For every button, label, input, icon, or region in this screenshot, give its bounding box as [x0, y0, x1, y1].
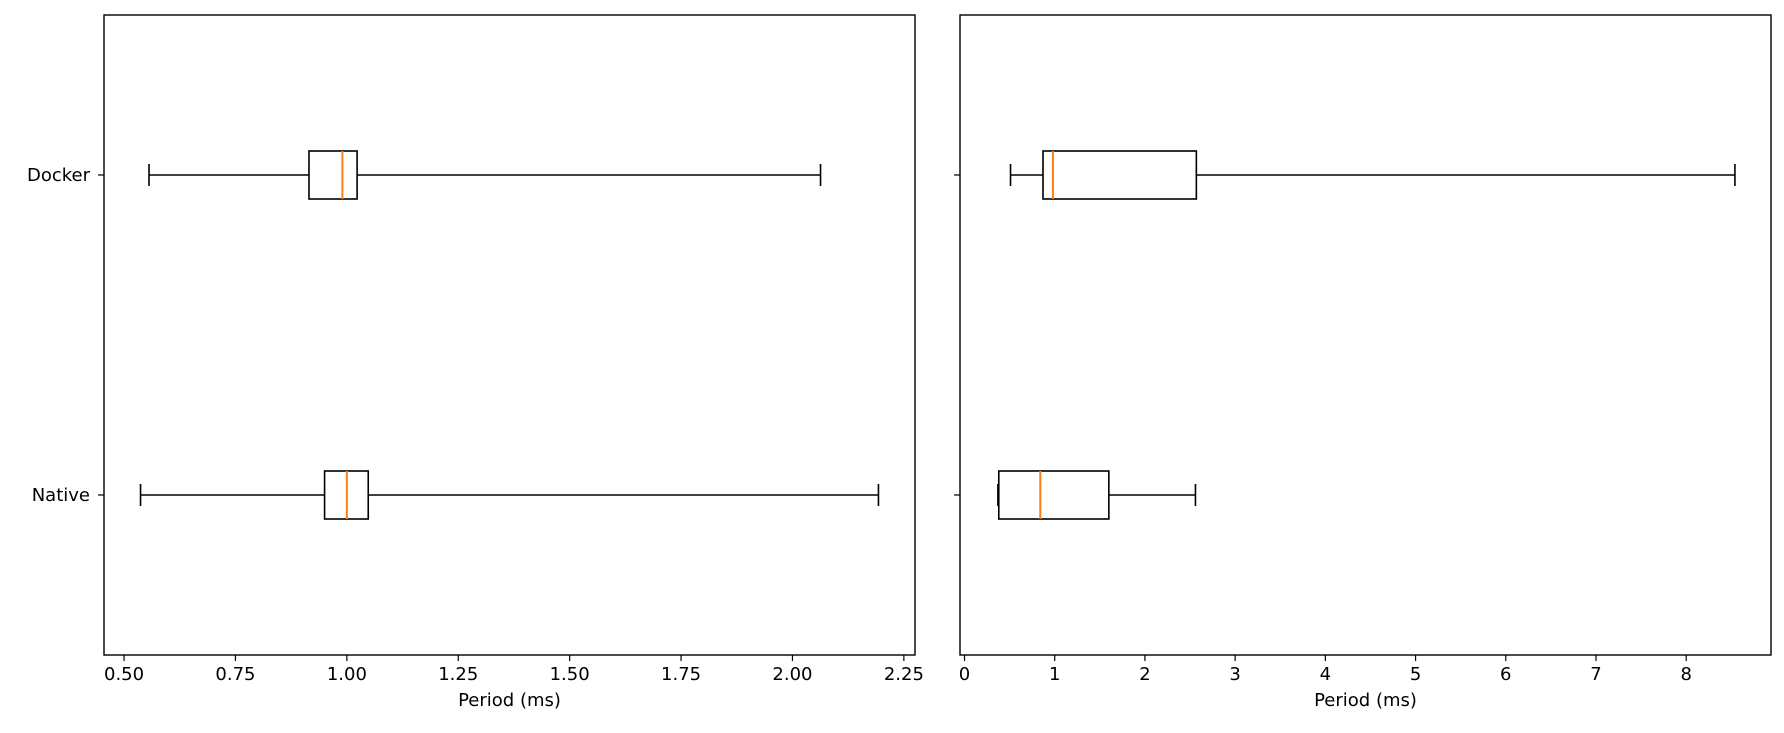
x-tick-label: 1.50: [550, 664, 590, 685]
y-tick-label: Docker: [27, 165, 91, 186]
y-tick-label: Native: [32, 485, 90, 506]
x-tick-label: 1.00: [327, 664, 367, 685]
x-tick-label: 3: [1229, 664, 1240, 685]
x-tick-label: 2.00: [772, 664, 812, 685]
x-tick-label: 0.75: [215, 664, 255, 685]
boxplot-native: [139, 470, 880, 520]
iqr-box: [308, 150, 358, 200]
axes-frame: [959, 14, 1772, 656]
x-axis-label: Period (ms): [1314, 690, 1417, 711]
x-tick-label: 0.50: [104, 664, 144, 685]
iqr-box: [1042, 150, 1198, 200]
boxplot-native: [997, 470, 1197, 520]
x-tick-label: 1: [1049, 664, 1060, 685]
x-tick-label: 5: [1410, 664, 1421, 685]
boxplot-docker: [148, 150, 822, 200]
x-tick-label: 0: [959, 664, 970, 685]
x-tick-label: 8: [1680, 664, 1691, 685]
x-tick-label: 1.25: [438, 664, 478, 685]
x-axis-label: Period (ms): [458, 690, 561, 711]
x-tick-label: 2: [1139, 664, 1150, 685]
left-boxplot-panel: 0.50 0.75 1.00 1.25 1.50 1.75 2.00 2.25 Period (…: [27, 14, 924, 711]
iqr-box: [997, 470, 1110, 520]
right-boxplot-panel: 0 1 2 3 4 5 6 7 8 Period (ms): [954, 14, 1772, 711]
boxplot-docker: [1009, 150, 1736, 200]
x-tick-label: 1.75: [661, 664, 701, 685]
x-tick-label: 4: [1320, 664, 1331, 685]
axes-frame: [103, 14, 916, 656]
x-tick-label: 2.25: [884, 664, 924, 685]
x-tick-label: 7: [1590, 664, 1601, 685]
x-tick-label: 6: [1500, 664, 1511, 685]
